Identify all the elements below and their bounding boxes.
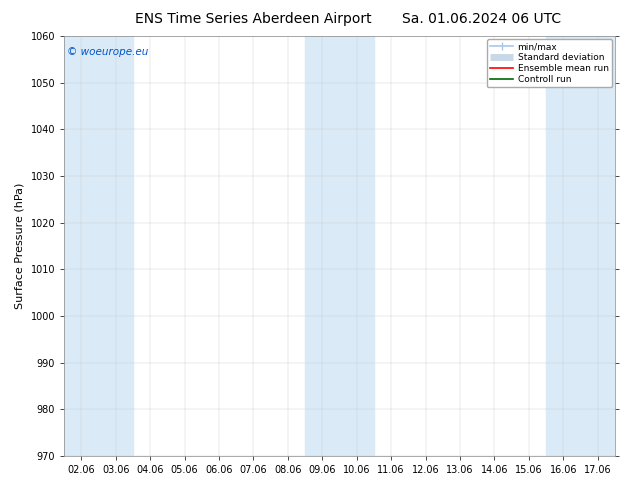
Text: © woeurope.eu: © woeurope.eu — [67, 47, 148, 57]
Bar — [546, 36, 615, 456]
Bar — [305, 36, 374, 456]
Text: ENS Time Series Aberdeen Airport: ENS Time Series Aberdeen Airport — [135, 12, 372, 26]
Y-axis label: Surface Pressure (hPa): Surface Pressure (hPa) — [15, 183, 25, 309]
Bar — [64, 36, 133, 456]
Text: Sa. 01.06.2024 06 UTC: Sa. 01.06.2024 06 UTC — [403, 12, 561, 26]
Legend: min/max, Standard deviation, Ensemble mean run, Controll run: min/max, Standard deviation, Ensemble me… — [487, 39, 612, 88]
